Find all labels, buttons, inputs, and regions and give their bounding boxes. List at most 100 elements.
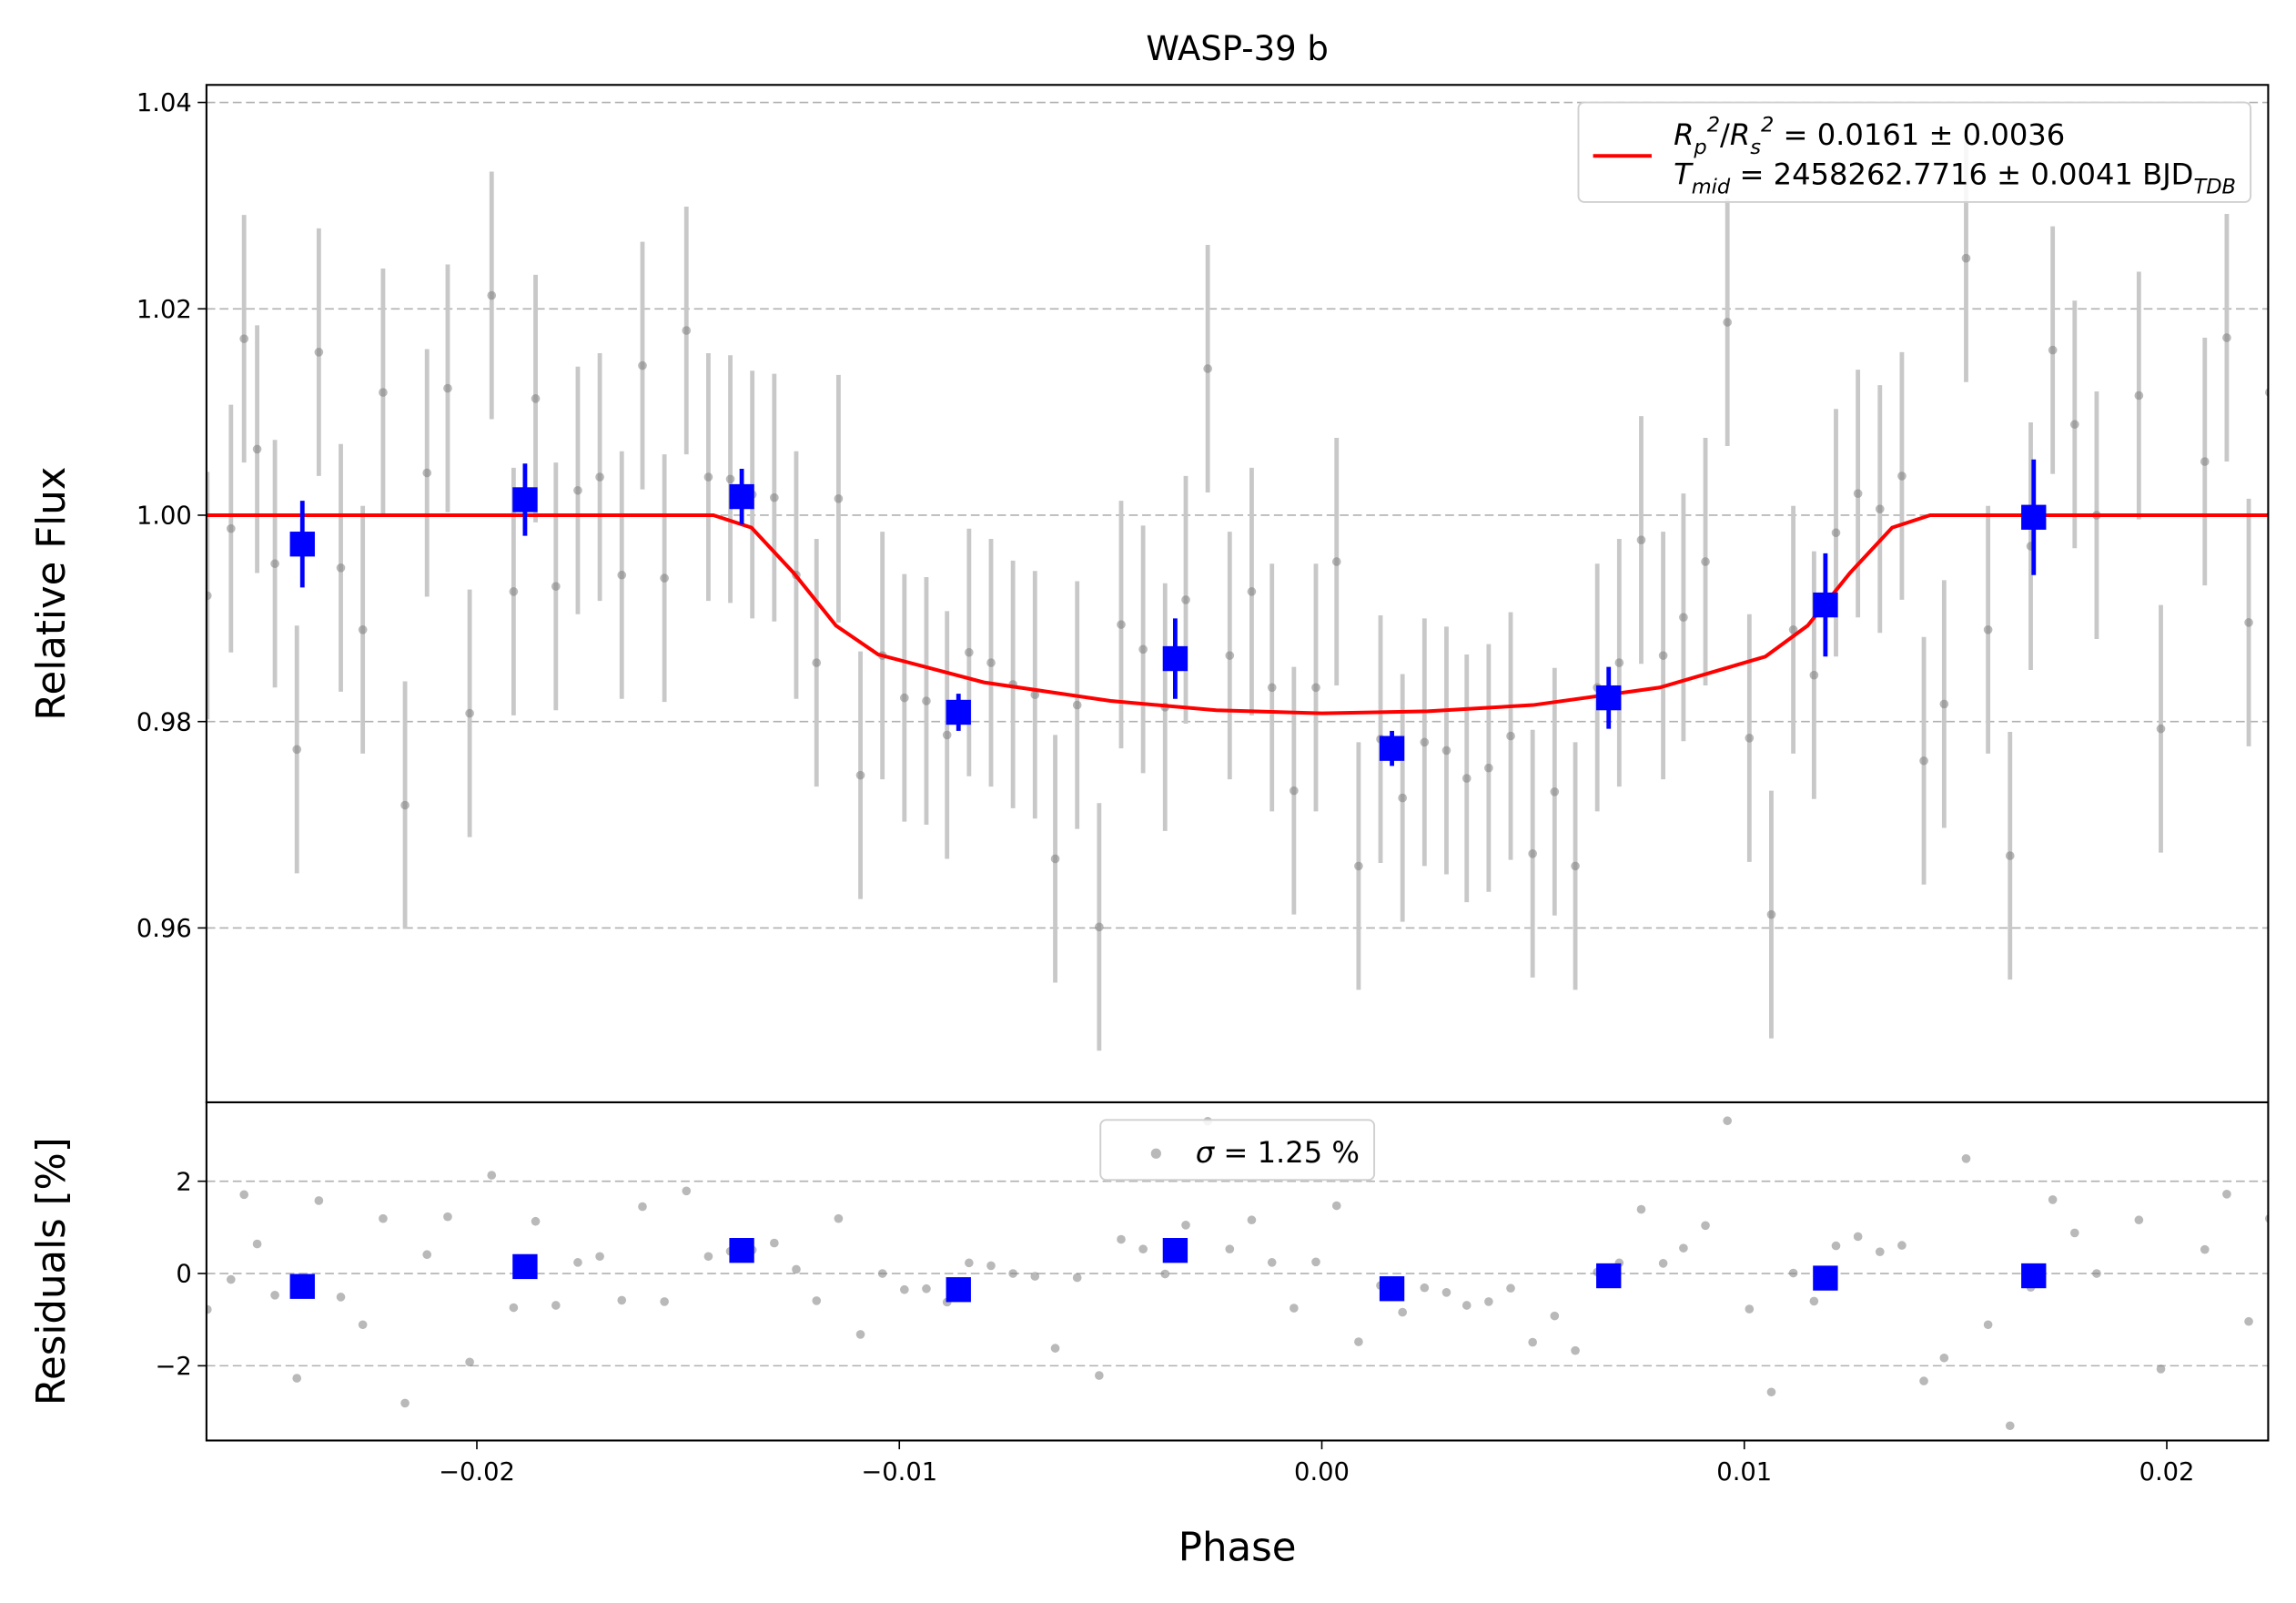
data-point xyxy=(877,1269,887,1278)
data-point xyxy=(1030,1272,1040,1281)
data-point xyxy=(551,1301,561,1310)
data-point xyxy=(1745,734,1755,743)
data-point xyxy=(1050,854,1060,864)
binned-point xyxy=(1596,1263,1622,1289)
data-point xyxy=(1484,763,1493,773)
y-tick-label: 1.02 xyxy=(137,296,192,324)
data-point xyxy=(1331,1201,1341,1211)
binned-point xyxy=(512,1253,538,1280)
data-point xyxy=(206,1304,212,1314)
data-point xyxy=(1983,624,1993,634)
data-point xyxy=(2134,391,2144,401)
data-point xyxy=(2048,1195,2058,1204)
data-point xyxy=(443,383,452,393)
y-tick-label: 1.04 xyxy=(137,89,192,117)
data-point xyxy=(595,472,604,482)
data-point xyxy=(1809,670,1819,680)
data-point xyxy=(1462,1301,1472,1310)
series-group xyxy=(206,134,2269,1051)
legend-text-part: TDB xyxy=(2193,175,2236,198)
data-point xyxy=(1961,1153,1971,1163)
data-point xyxy=(1853,1232,1863,1242)
data-point xyxy=(239,334,249,343)
data-point xyxy=(855,770,865,780)
data-point xyxy=(2092,1269,2101,1278)
data-point xyxy=(2156,1365,2166,1374)
model-line xyxy=(206,512,2269,715)
data-point xyxy=(770,492,779,502)
data-point xyxy=(1311,683,1320,693)
data-point xyxy=(239,1190,249,1200)
data-point xyxy=(487,290,497,300)
data-point xyxy=(1331,557,1341,566)
data-point xyxy=(2222,1190,2231,1199)
data-point xyxy=(1961,253,1971,263)
binned-point xyxy=(1813,592,1838,618)
data-point xyxy=(1550,786,1560,796)
legend-box xyxy=(1099,1119,1376,1182)
data-point xyxy=(638,1202,647,1212)
data-point xyxy=(1723,318,1733,327)
data-point xyxy=(336,563,346,573)
y-tick-label: −2 xyxy=(155,1353,191,1381)
data-point xyxy=(2005,851,2015,860)
data-point xyxy=(1831,1241,1841,1251)
legend-text-part: = 0.0161 ± 0.0036 xyxy=(1774,117,2065,152)
data-point xyxy=(1528,1337,1537,1347)
data-point xyxy=(551,582,561,592)
data-point xyxy=(443,1212,452,1222)
data-point xyxy=(638,360,647,370)
data-point xyxy=(1831,528,1841,538)
data-point xyxy=(573,1258,582,1267)
binned-point xyxy=(1379,1276,1405,1302)
data-point xyxy=(1267,1258,1277,1267)
data-point xyxy=(358,624,368,634)
legend-text-part: s xyxy=(1750,136,1761,159)
data-point xyxy=(1160,1269,1170,1279)
data-point xyxy=(1571,861,1580,871)
data-point xyxy=(1983,1320,1993,1330)
data-point xyxy=(1679,613,1688,623)
data-point xyxy=(2069,420,2079,430)
x-axis-label: Phase xyxy=(1178,1525,1297,1570)
data-point xyxy=(1766,1387,1776,1397)
y-tick-label: 0 xyxy=(176,1261,191,1289)
legend-text-part: 2 xyxy=(1707,114,1720,137)
data-point xyxy=(2264,388,2269,397)
data-point xyxy=(2156,724,2166,734)
data-point xyxy=(660,573,669,583)
data-point xyxy=(1311,1257,1320,1267)
data-point xyxy=(986,1261,996,1271)
data-point xyxy=(922,696,931,705)
data-point xyxy=(682,1186,692,1196)
data-point xyxy=(1138,644,1148,654)
data-point xyxy=(703,472,713,482)
data-point xyxy=(965,647,974,657)
data-point xyxy=(270,1291,279,1300)
data-point xyxy=(1441,746,1451,756)
data-point xyxy=(1095,922,1104,932)
y-axis-label: Residuals [%] xyxy=(29,1137,75,1405)
binned-point xyxy=(2021,504,2047,530)
data-point xyxy=(617,570,627,580)
legend-text-part: σ xyxy=(1196,1135,1216,1170)
data-point xyxy=(573,485,582,495)
data-point xyxy=(1225,1244,1235,1253)
data-point xyxy=(509,587,519,596)
data-point xyxy=(2200,1244,2210,1254)
data-point xyxy=(1225,651,1235,660)
data-point xyxy=(1788,1268,1798,1278)
binned-point xyxy=(1162,645,1188,672)
data-point xyxy=(358,1320,368,1330)
data-point xyxy=(400,800,410,810)
data-point xyxy=(1939,699,1949,709)
data-point xyxy=(1766,909,1776,919)
data-point xyxy=(1008,1269,1017,1278)
data-point xyxy=(922,1283,931,1294)
data-point xyxy=(1658,651,1668,660)
legend-label: Tmid = 2458262.7716 ± 0.0041 BJDTDB xyxy=(1674,157,2236,199)
data-point xyxy=(1354,861,1363,871)
legend-text-part: = 2458262.7716 ± 0.0041 BJD xyxy=(1730,157,2193,192)
data-point xyxy=(1723,1116,1733,1126)
